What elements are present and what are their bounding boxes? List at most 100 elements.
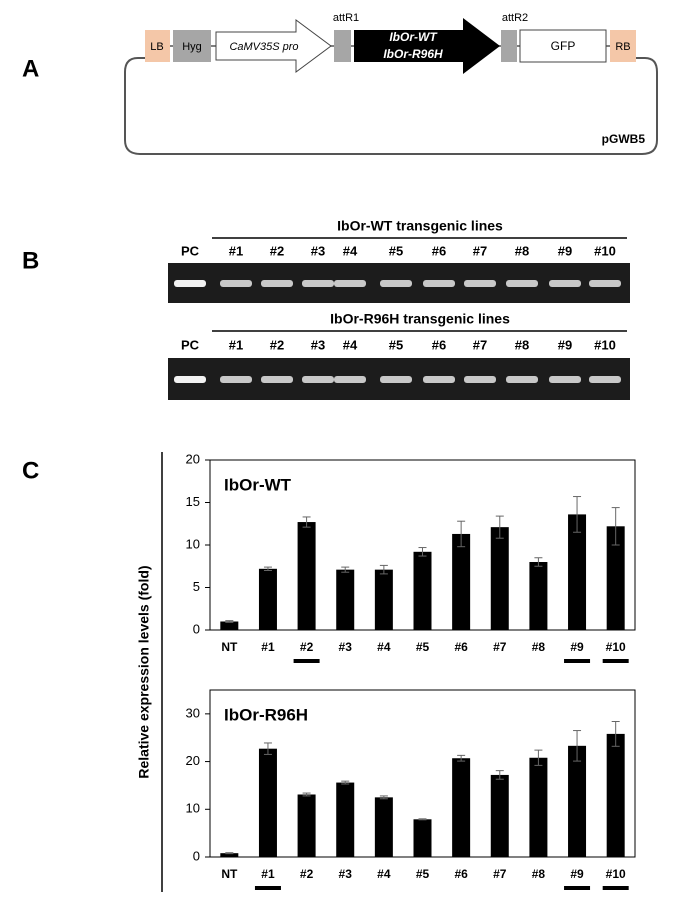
selection-underline	[293, 659, 320, 663]
gel-band	[302, 280, 334, 287]
selection-underline	[564, 886, 591, 890]
selection-underline	[564, 659, 591, 663]
gel-band	[423, 376, 455, 383]
bar	[413, 551, 432, 630]
gel-band	[174, 280, 206, 287]
x-tick-label: #7	[493, 640, 507, 654]
bar	[374, 569, 393, 630]
bar	[220, 853, 239, 857]
y-tick-label: 20	[186, 451, 200, 466]
x-tick-label: #5	[416, 640, 430, 654]
lane-label: #4	[343, 243, 358, 258]
x-tick-label: #2	[300, 867, 314, 881]
lane-label: #4	[343, 337, 358, 352]
x-tick-label: #9	[570, 867, 584, 881]
lane-label: #1	[229, 243, 243, 258]
x-tick-label: #8	[532, 867, 546, 881]
lane-label: #5	[389, 243, 403, 258]
x-tick-label: #3	[339, 867, 353, 881]
gel-band	[464, 280, 496, 287]
hyg-label: Hyg	[182, 41, 202, 53]
x-tick-label: #10	[606, 640, 626, 654]
bar	[336, 569, 355, 630]
gel-band	[334, 280, 366, 287]
lb-label: LB	[150, 41, 163, 53]
rb-label: RB	[615, 41, 630, 53]
x-tick-label: #7	[493, 867, 507, 881]
bar	[413, 819, 432, 857]
bar	[606, 733, 625, 857]
x-tick-label: #6	[454, 867, 468, 881]
gel-band	[380, 376, 412, 383]
x-tick-label: #4	[377, 867, 391, 881]
gel-band	[549, 280, 581, 287]
lane-label: #3	[311, 243, 325, 258]
x-tick-label: NT	[221, 640, 238, 654]
y-tick-label: 5	[193, 579, 200, 594]
y-tick-label: 15	[186, 494, 200, 509]
selection-underline	[254, 886, 281, 890]
lane-label: #2	[270, 337, 284, 352]
vector-label: pGWB5	[602, 132, 646, 146]
gel-band	[302, 376, 334, 383]
attr1-box	[334, 30, 351, 62]
bar	[452, 758, 471, 857]
x-tick-label: #4	[377, 640, 391, 654]
x-tick-label: #5	[416, 867, 430, 881]
hyg-box	[173, 30, 211, 62]
rb-box	[610, 30, 636, 62]
gel-title: IbOr-WT transgenic lines	[337, 218, 503, 234]
vector-backbone	[124, 57, 658, 155]
promoter-arrow	[215, 19, 332, 73]
gel-band	[589, 376, 621, 383]
gel-band	[220, 376, 252, 383]
bar	[258, 748, 277, 857]
bar	[529, 757, 548, 857]
gel-band	[261, 280, 293, 287]
x-tick-label: #3	[339, 640, 353, 654]
gel-band	[334, 376, 366, 383]
gene-label: IbOr-R96H	[383, 47, 443, 61]
lane-label: #3	[311, 337, 325, 352]
y-tick-label: 10	[186, 801, 200, 816]
lane-label: #6	[432, 337, 446, 352]
x-tick-label: #10	[606, 867, 626, 881]
y-axis-label: Relative expression levels (fold)	[136, 565, 152, 778]
gene-arrow	[354, 18, 500, 74]
bar	[568, 745, 587, 857]
lane-label: #10	[594, 243, 616, 258]
bar	[374, 797, 393, 857]
chart-title: IbOr-WT	[224, 475, 292, 494]
gel-band	[380, 280, 412, 287]
lane-label: #1	[229, 337, 243, 352]
bar	[490, 527, 509, 630]
bar	[529, 562, 548, 630]
bar	[297, 522, 316, 630]
selection-underline	[602, 886, 629, 890]
x-tick-label: #1	[261, 640, 275, 654]
gel-band	[174, 376, 206, 383]
gel-title: IbOr-R96H transgenic lines	[330, 311, 510, 327]
lane-label: #7	[473, 337, 487, 352]
gel-band	[589, 280, 621, 287]
gel-band	[464, 376, 496, 383]
attr2-box	[501, 30, 517, 62]
lane-label: #10	[594, 337, 616, 352]
gfp-box	[519, 29, 607, 63]
bar	[336, 782, 355, 857]
gel-band	[506, 376, 538, 383]
panel-label: C	[22, 457, 39, 484]
x-tick-label: #2	[300, 640, 314, 654]
chart-title: IbOr-R96H	[224, 705, 308, 724]
y-tick-label: 20	[186, 753, 200, 768]
gel-band	[549, 376, 581, 383]
lane-label: #5	[389, 337, 403, 352]
bar	[297, 794, 316, 857]
x-tick-label: NT	[221, 867, 238, 881]
y-tick-label: 0	[193, 848, 200, 863]
gel-band	[506, 280, 538, 287]
gfp-label: GFP	[551, 39, 576, 53]
gel-band	[423, 280, 455, 287]
